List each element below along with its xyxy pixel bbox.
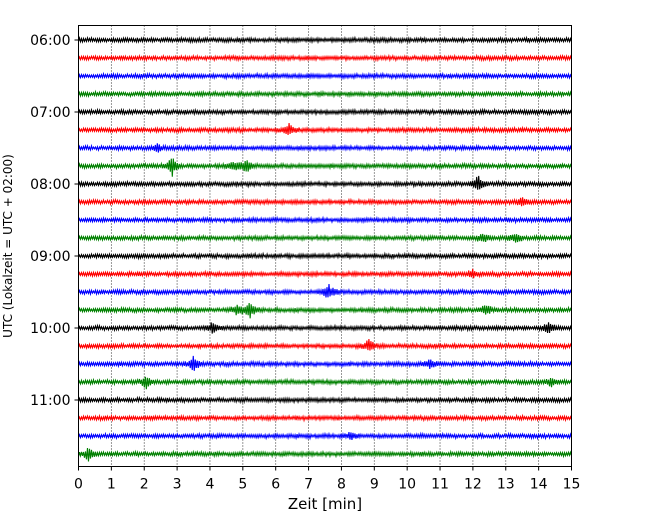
y-tick-label: 08:00 xyxy=(30,177,70,193)
trace-0900 xyxy=(77,251,573,261)
x-tick-label: 1 xyxy=(107,477,116,493)
x-tick-label: 6 xyxy=(271,477,280,493)
y-tick-label: 06:00 xyxy=(30,33,70,49)
trace-0815 xyxy=(77,197,573,207)
x-tick-label: 10 xyxy=(398,477,416,493)
trace-1015 xyxy=(77,338,573,351)
trace-1115 xyxy=(77,413,573,423)
y-tick-label: 10:00 xyxy=(30,321,70,337)
x-tick-layer: 0 1 2 3 4 5 6 7 8 9 10 11 12 13 14 15 xyxy=(74,466,581,493)
trace-0800 xyxy=(77,175,573,190)
x-tick-label: 4 xyxy=(206,477,215,493)
trace-0730 xyxy=(77,143,573,153)
x-tick-label: 14 xyxy=(530,477,548,493)
trace-0930 xyxy=(77,283,573,298)
y-tick-label: 09:00 xyxy=(30,249,70,265)
x-tick-label: 12 xyxy=(464,477,482,493)
trace-0830 xyxy=(77,215,573,225)
y-tick-label: 07:00 xyxy=(30,105,70,121)
x-tick-label: 15 xyxy=(563,477,581,493)
x-tick-label: 5 xyxy=(238,477,247,493)
trace-0615 xyxy=(77,53,573,63)
x-tick-label: 9 xyxy=(370,477,379,493)
trace-1000 xyxy=(77,322,573,334)
trace-0845 xyxy=(77,233,573,243)
trace-0745 xyxy=(77,158,573,177)
x-tick-label: 13 xyxy=(497,477,515,493)
x-tick-label: 2 xyxy=(140,477,149,493)
trace-1100 xyxy=(77,395,573,405)
y-axis-label: UTC (Lokalzeit = UTC + 02:00) xyxy=(1,154,15,338)
x-axis-label: Zeit [min] xyxy=(288,495,362,513)
trace-1045 xyxy=(77,376,573,390)
trace-1145 xyxy=(77,447,573,462)
trace-0700 xyxy=(77,107,573,117)
trace-0630 xyxy=(77,71,573,81)
trace-0715 xyxy=(77,123,573,136)
x-tick-label: 0 xyxy=(74,477,83,493)
trace-1130 xyxy=(77,431,573,441)
x-tick-label: 11 xyxy=(431,477,449,493)
trace-0945 xyxy=(77,303,573,319)
trace-0915 xyxy=(77,268,573,279)
plot-frame xyxy=(78,25,572,467)
x-tick-label: 7 xyxy=(304,477,313,493)
y-tick-layer: 06:00 07:00 08:00 09:00 10:00 11:00 xyxy=(30,33,79,409)
trace-1030 xyxy=(77,355,573,371)
trace-layer xyxy=(77,35,573,462)
x-tick-label: 8 xyxy=(337,477,346,493)
trace-0600 xyxy=(77,35,573,45)
y-tick-label: 11:00 xyxy=(30,393,70,409)
x-tick-label: 3 xyxy=(173,477,182,493)
trace-0645 xyxy=(77,89,573,99)
